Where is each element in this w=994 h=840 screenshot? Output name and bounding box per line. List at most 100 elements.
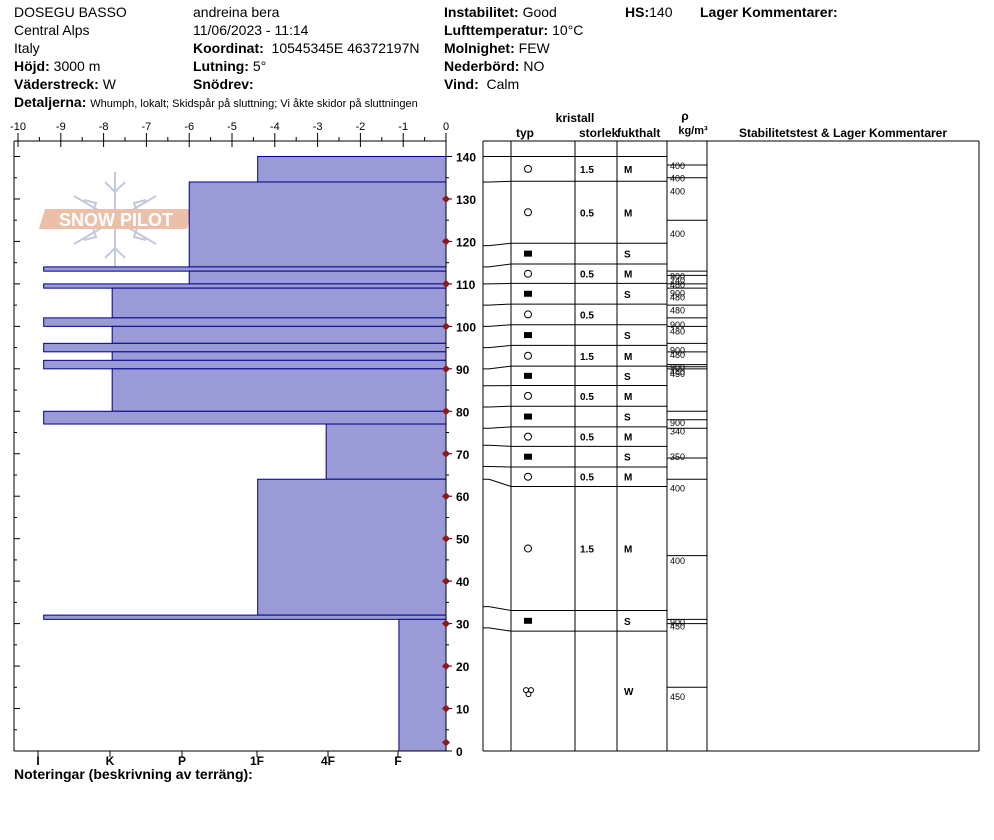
hardness-bars (43, 156, 447, 752)
layer-connector (483, 426, 512, 429)
density-value: 480 (670, 280, 685, 290)
density-value: 480 (670, 367, 685, 377)
rounded-grain-icon (524, 208, 532, 217)
grain-size-value: 0.5 (580, 433, 594, 444)
type-header: typ (516, 126, 534, 140)
depth-tick-label: 80 (456, 405, 470, 419)
details-value: Whumph, lokalt; Skidspår på sluttning; V… (90, 98, 418, 110)
grain-size-value: 0.5 (580, 208, 594, 219)
elevation-row: Höjd: 3000 m (14, 57, 100, 75)
grain-size-value: 0.5 (580, 270, 594, 281)
observation-datetime: 11/06/2023 - 11:14 (193, 22, 309, 38)
temp-tick-label: -1 (398, 121, 408, 133)
elevation-label: Höjd: (14, 58, 50, 74)
hardness-bar (43, 359, 447, 370)
depth-tick-label: 90 (456, 363, 470, 377)
hardness-tick-label: F (394, 754, 401, 768)
moisture-value: M (624, 433, 632, 444)
moisture-value: S (624, 372, 631, 383)
density-value: 350 (670, 452, 685, 462)
temperature-point (442, 322, 450, 331)
temp-tick-label: -4 (270, 121, 280, 133)
hardness-bar (188, 270, 447, 285)
density-value: 480 (670, 327, 685, 337)
hardness-bar (257, 156, 447, 183)
hardness-bar (111, 351, 447, 361)
temperature-point (442, 407, 450, 416)
layer-connector (483, 324, 512, 327)
hardness-bar (43, 342, 447, 353)
temperature-markers (442, 194, 450, 747)
temperature-point (442, 619, 450, 628)
layer-connector (483, 180, 512, 183)
crust-icon (524, 372, 532, 379)
density-value: 340 (670, 426, 685, 436)
layer-connector (483, 478, 512, 487)
crust-icon (524, 413, 532, 420)
layer-table: 1.5 M0.5 MS0.5 MS0.5S1.5 MS0.5 MS0.5 MS0.5 M1.5… (482, 140, 980, 752)
grain-size-value: 0.5 (580, 392, 594, 403)
slope-value: 5° (252, 58, 267, 74)
hs-label: HS: (625, 4, 650, 20)
rounded-grain-icon (524, 544, 532, 553)
grain-size-value: 0.5 (580, 473, 594, 484)
hardness-bar (188, 181, 447, 268)
layer-connector (483, 242, 512, 247)
layer-connector (483, 405, 512, 408)
grain-size-value: 1.5 (580, 165, 594, 176)
moisture-value: M (624, 165, 632, 176)
airtemp-row: Lufttemperatur: 10°C (444, 21, 583, 39)
melt-grain-icon (525, 691, 532, 698)
crust-icon (524, 617, 532, 624)
wind-label: Vind: (444, 76, 479, 92)
coordinate-label: Koordinat: (193, 40, 264, 56)
temp-tick-label: -9 (56, 121, 66, 133)
temperature-point (442, 662, 450, 671)
hardness-tick-label: 4F (321, 754, 335, 768)
moisture-value: S (624, 453, 631, 464)
airtemp-value: 10°C (552, 22, 584, 38)
density-value: 400 (670, 161, 685, 171)
layer-connector (483, 465, 512, 468)
density-value: 900 (670, 617, 685, 627)
depth-tick-label: 140 (456, 151, 476, 165)
density-value: 900 (670, 363, 685, 373)
layer-connector (483, 365, 512, 370)
density-value: 400 (670, 174, 685, 184)
temperature-point (442, 577, 450, 586)
depth-tick-label: 60 (456, 490, 470, 504)
instability-row: Instabilitet: Good (444, 3, 557, 21)
layer-connector (483, 627, 512, 632)
drift-row: Snödrev: (193, 75, 254, 93)
temp-tick-label: 0 (443, 121, 449, 133)
crust-icon (524, 332, 532, 339)
wind-value: Calm (486, 76, 520, 92)
layer-connector (483, 444, 512, 447)
drift-label: Snödrev: (193, 76, 254, 92)
rounded-grain-icon (524, 310, 532, 319)
temperature-point (442, 704, 450, 713)
crystal-header: kristall (556, 111, 595, 125)
crust-icon (524, 250, 532, 257)
temperature-point (442, 279, 450, 288)
layer-comments-label: Lager Kommentarer: (700, 4, 838, 20)
rounded-grain-icon (524, 391, 532, 400)
layer-connector (483, 344, 512, 349)
temp-tick-label: -7 (142, 121, 152, 133)
temperature-point (442, 449, 450, 458)
hardness-bar (325, 423, 447, 480)
hs-row: HS:140 (625, 3, 672, 21)
hardness-tick-label: 1F (250, 754, 264, 768)
depth-tick-label: 120 (456, 235, 476, 249)
hardness-bar (257, 478, 447, 616)
moisture-value: S (624, 413, 631, 424)
rounded-grain-icon (524, 432, 532, 441)
country-name: Italy (14, 40, 40, 56)
temp-tick-label: -2 (356, 121, 366, 133)
hardness-bar (43, 614, 447, 620)
hardness-bar (111, 287, 447, 319)
precip-value: NO (523, 58, 545, 74)
depth-tick-label: 10 (456, 703, 470, 717)
snowpilot-logo: SNOW PILOT (39, 172, 193, 268)
temp-tick-label: -8 (99, 121, 109, 133)
